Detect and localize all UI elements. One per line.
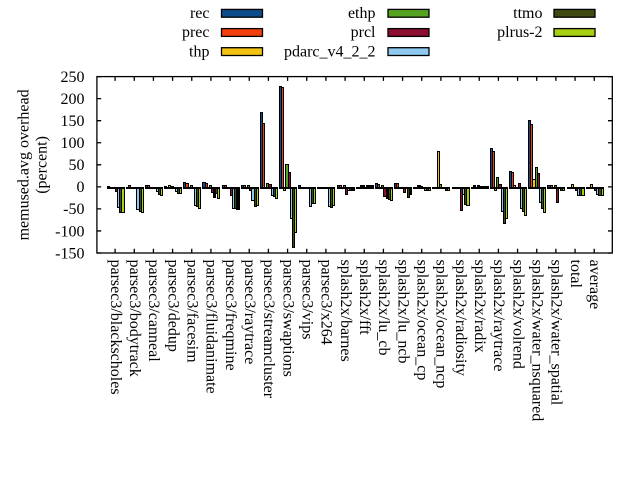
svg-text:parsec3/freqmine: parsec3/freqmine — [222, 260, 239, 371]
svg-text:average: average — [586, 260, 603, 310]
svg-text:parsec3/raytrace: parsec3/raytrace — [241, 260, 258, 365]
svg-text:rec: rec — [190, 5, 210, 22]
svg-text:-100: -100 — [55, 223, 84, 240]
svg-text:parsec3/swaptions: parsec3/swaptions — [279, 260, 296, 377]
svg-text:parsec3/x264: parsec3/x264 — [318, 260, 335, 345]
svg-text:0: 0 — [77, 179, 85, 196]
svg-text:(percent): (percent) — [34, 136, 51, 194]
svg-text:parsec3/dedup: parsec3/dedup — [164, 260, 181, 352]
svg-text:parsec3/streamcluster: parsec3/streamcluster — [260, 260, 277, 399]
svg-text:parsec3/canneal: parsec3/canneal — [145, 260, 162, 363]
svg-text:splash2x/lu_ncb: splash2x/lu_ncb — [394, 260, 411, 364]
svg-text:parsec3/bodytrack: parsec3/bodytrack — [126, 260, 143, 377]
svg-text:splash2x/volrend: splash2x/volrend — [509, 260, 526, 369]
svg-text:thp: thp — [189, 43, 209, 60]
svg-text:parsec3/vips: parsec3/vips — [299, 260, 316, 340]
svg-text:prcl: prcl — [351, 24, 376, 41]
svg-text:splash2x/barnes: splash2x/barnes — [337, 260, 354, 362]
svg-text:200: 200 — [61, 91, 85, 108]
svg-text:prec: prec — [182, 24, 210, 41]
svg-text:splash2x/water_nsquared: splash2x/water_nsquared — [529, 260, 546, 422]
svg-text:splash2x/lu_cb: splash2x/lu_cb — [375, 260, 392, 356]
svg-text:250: 250 — [61, 69, 85, 86]
svg-text:splash2x/raytrace: splash2x/raytrace — [490, 260, 507, 372]
svg-text:splash2x/ocean_cp: splash2x/ocean_cp — [414, 260, 431, 381]
svg-text:memused.avg overhead: memused.avg overhead — [15, 89, 32, 240]
svg-text:parsec3/facesim: parsec3/facesim — [184, 260, 201, 364]
svg-text:splash2x/water_spatial: splash2x/water_spatial — [548, 260, 565, 406]
svg-text:50: 50 — [69, 157, 85, 174]
svg-text:parsec3/fluidanimate: parsec3/fluidanimate — [203, 260, 220, 394]
svg-text:ttmo: ttmo — [513, 5, 542, 22]
svg-text:parsec3/blackscholes: parsec3/blackscholes — [107, 260, 124, 395]
svg-text:-150: -150 — [55, 245, 84, 262]
svg-text:-50: -50 — [63, 201, 84, 218]
svg-text:100: 100 — [61, 135, 85, 152]
svg-text:ethp: ethp — [348, 5, 376, 22]
svg-text:splash2x/radix: splash2x/radix — [471, 260, 488, 353]
svg-text:total: total — [567, 260, 584, 289]
svg-text:splash2x/fft: splash2x/fft — [356, 260, 373, 336]
svg-text:splash2x/radiosity: splash2x/radiosity — [452, 260, 469, 376]
svg-text:pdarc_v4_2_2: pdarc_v4_2_2 — [284, 43, 376, 60]
svg-text:plrus-2: plrus-2 — [497, 24, 542, 41]
svg-text:splash2x/ocean_ncp: splash2x/ocean_ncp — [433, 260, 450, 389]
svg-text:150: 150 — [61, 113, 85, 130]
